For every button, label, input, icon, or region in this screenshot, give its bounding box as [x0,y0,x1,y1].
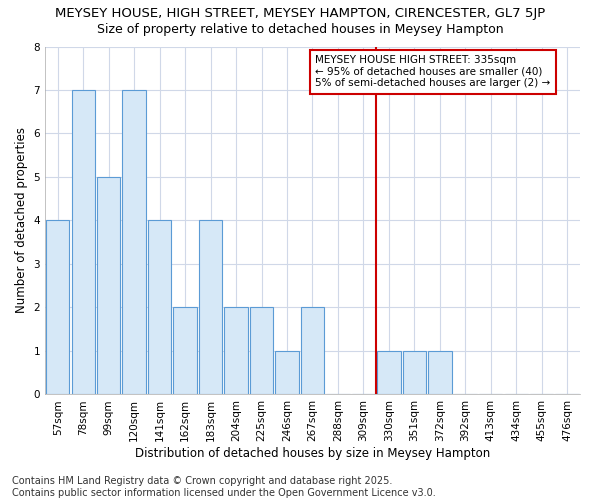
Text: MEYSEY HOUSE, HIGH STREET, MEYSEY HAMPTON, CIRENCESTER, GL7 5JP: MEYSEY HOUSE, HIGH STREET, MEYSEY HAMPTO… [55,8,545,20]
Bar [275,351,299,395]
Bar [250,308,273,394]
Bar [301,308,324,394]
Text: Size of property relative to detached houses in Meysey Hampton: Size of property relative to detached ho… [97,22,503,36]
Bar [173,308,197,394]
Text: Contains HM Land Registry data © Crown copyright and database right 2025.
Contai: Contains HM Land Registry data © Crown c… [12,476,436,498]
Bar [377,351,401,395]
Text: MEYSEY HOUSE HIGH STREET: 335sqm
← 95% of detached houses are smaller (40)
5% of: MEYSEY HOUSE HIGH STREET: 335sqm ← 95% o… [315,55,550,88]
Bar [428,351,452,395]
X-axis label: Distribution of detached houses by size in Meysey Hampton: Distribution of detached houses by size … [135,447,490,460]
Bar [46,220,70,394]
Bar [122,90,146,394]
Bar [71,90,95,394]
Bar [97,177,121,394]
Bar [199,220,223,394]
Y-axis label: Number of detached properties: Number of detached properties [15,128,28,314]
Bar [403,351,426,395]
Bar [148,220,172,394]
Bar [224,308,248,394]
